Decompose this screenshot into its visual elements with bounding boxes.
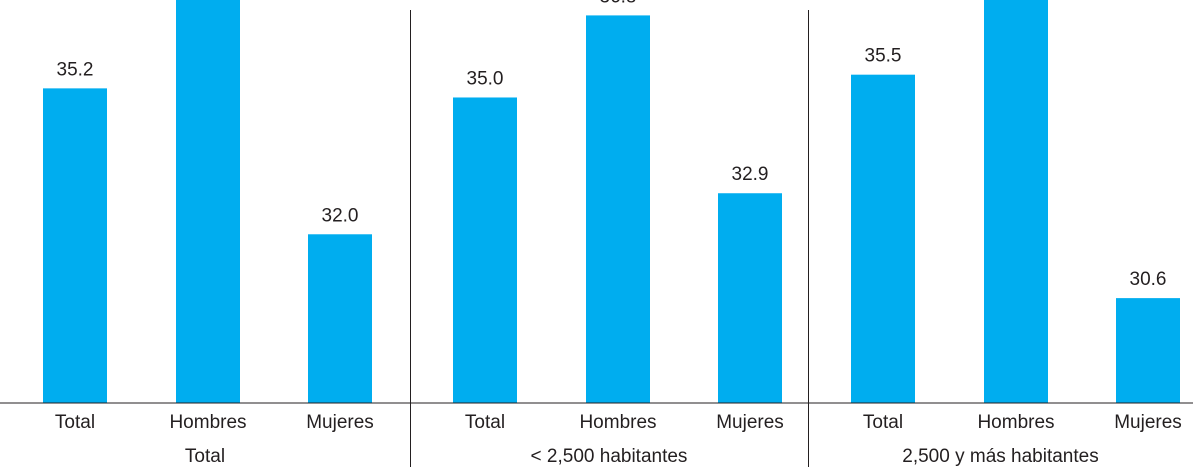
bar-2-1 xyxy=(984,0,1048,404)
value-label-0-2: 32.0 xyxy=(322,205,359,226)
category-tick-0-0: Total xyxy=(55,412,95,433)
value-label-1-0: 35.0 xyxy=(467,68,504,89)
bar-2-0 xyxy=(851,74,915,404)
category-tick-0-2: Mujeres xyxy=(306,412,374,433)
category-tick-2-1: Hombres xyxy=(977,412,1054,433)
category-tick-2-2: Mujeres xyxy=(1114,412,1182,433)
group-label-1: < 2,500 habitantes xyxy=(531,446,688,467)
bar-2-2 xyxy=(1116,298,1180,403)
bar-0-0 xyxy=(43,88,107,404)
axes-layer xyxy=(0,10,1193,467)
value-label-2-2: 30.6 xyxy=(1130,269,1167,290)
category-tick-1-0: Total xyxy=(465,412,505,433)
bar-1-1 xyxy=(586,15,650,404)
category-tick-2-0: Total xyxy=(863,412,903,433)
bar-1-2 xyxy=(718,193,782,403)
value-label-0-0: 35.2 xyxy=(57,59,94,80)
bars-layer xyxy=(43,0,1180,404)
category-tick-1-1: Hombres xyxy=(579,412,656,433)
labels-layer: 35.2Total37.9Hombres32.0MujeresTotal35.0… xyxy=(55,0,1182,467)
category-tick-1-2: Mujeres xyxy=(716,412,784,433)
bar-0-1 xyxy=(176,0,240,404)
value-label-1-1: 36.8 xyxy=(600,0,637,7)
bar-0-2 xyxy=(308,234,372,403)
category-tick-0-1: Hombres xyxy=(169,412,246,433)
group-label-2: 2,500 y más habitantes xyxy=(902,446,1098,467)
value-label-1-2: 32.9 xyxy=(732,164,769,185)
bar-1-0 xyxy=(453,97,517,403)
value-label-2-0: 35.5 xyxy=(865,46,902,67)
group-label-0: Total xyxy=(185,446,225,467)
